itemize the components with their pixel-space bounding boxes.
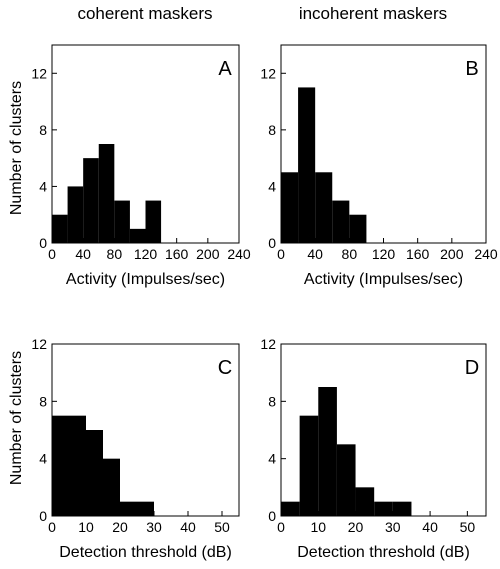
panel-d-x-axis-label: Detection threshold (dB) [297, 544, 470, 561]
panel-c-y-tick-label-0: 0 [39, 508, 47, 524]
panel-c-y-tick-label-8: 8 [39, 393, 47, 409]
panel-d-bar-20 [355, 487, 375, 516]
panel-d-x-tick-label-0: 0 [277, 519, 285, 535]
panel-c-bar-15 [103, 458, 120, 516]
panel-b-bar-40 [315, 172, 333, 243]
panel-d-letter: D [465, 357, 479, 379]
column-title-coherent: coherent maskers [77, 4, 212, 23]
panel-b-x-tick-label-160: 160 [406, 246, 430, 262]
panel-c-x-tick-label-0: 0 [48, 519, 56, 535]
y-axis-label-top: Number of clusters [8, 81, 25, 215]
panel-d-bar-10 [318, 387, 337, 516]
panel-a-y-tick-label-8: 8 [39, 122, 47, 138]
panel-c: 0 10 20 30 40 50 0 4 8 12 C Detection threshold (dB… [31, 336, 240, 561]
panel-b-bar-0 [281, 172, 299, 243]
panel-a-x-tick-label-80: 80 [107, 246, 123, 262]
panel-a-bar-100 [129, 228, 146, 243]
panel-b-x-axis-label: Activity (Impulses/sec) [304, 271, 463, 288]
panel-b-y-tick-label-12: 12 [260, 65, 276, 81]
panel-a-y-tick-label-12: 12 [31, 65, 47, 81]
panel-d-x-tick-label-30: 30 [385, 519, 401, 535]
column-title-incoherent: incoherent maskers [299, 4, 447, 23]
panel-d-bar-15 [336, 444, 356, 516]
panel-c-y-tick-label-4: 4 [39, 451, 47, 467]
panel-a-bar-0 [52, 214, 68, 243]
panel-a-bar-20 [67, 186, 84, 243]
panel-b-x-tick-label-200: 200 [440, 246, 464, 262]
panel-a-x-tick-label-240: 240 [227, 246, 251, 262]
panel-b-bar-80 [349, 214, 367, 243]
panel-b-bar-60 [332, 200, 350, 243]
panel-a-bar-40 [83, 158, 99, 243]
panel-c-x-tick-label-30: 30 [146, 519, 162, 535]
panel-a-x-tick-label-160: 160 [165, 246, 189, 262]
panel-b-letter: B [465, 58, 478, 80]
panel-b: 0 40 80 120 160 200 240 0 4 8 12 B Activity (Impulse… [260, 44, 498, 288]
panel-d-x-tick-label-20: 20 [348, 519, 364, 535]
panel-a-x-tick-label-120: 120 [134, 246, 158, 262]
panel-d-frame [280, 343, 487, 517]
panel-b-y-tick-label-8: 8 [268, 122, 276, 138]
panel-a-x-tick-label-0: 0 [48, 246, 56, 262]
panel-c-bar-10 [86, 430, 103, 516]
panel-c-y-tick-label-12: 12 [31, 336, 47, 352]
panel-a-y-tick-label-4: 4 [39, 178, 47, 194]
panel-d-y-tick-label-0: 0 [268, 508, 276, 524]
panel-a-x-tick-label-40: 40 [75, 246, 91, 262]
panel-c-x-tick-label-20: 20 [112, 519, 128, 535]
panel-a-y-tick-label-0: 0 [39, 235, 47, 251]
panel-a-bar-120 [145, 200, 162, 243]
panel-a: 0 40 80 120 160 200 240 0 4 8 12 A Activity (Impulse… [31, 44, 251, 288]
panel-d-bar-30 [392, 501, 412, 516]
panel-d-y-tick-label-4: 4 [268, 451, 276, 467]
panel-b-x-tick-label-40: 40 [307, 246, 323, 262]
panel-c-bar-25 [137, 501, 154, 516]
panel-d-y-tick-label-8: 8 [268, 393, 276, 409]
panel-b-x-tick-label-120: 120 [372, 246, 396, 262]
panel-d-y-tick-label-12: 12 [260, 336, 276, 352]
panel-b-bar-20 [298, 87, 316, 243]
panel-c-frame [51, 343, 240, 517]
panel-a-x-tick-label-200: 200 [196, 246, 220, 262]
panel-d-bar-0 [281, 501, 300, 516]
panel-b-y-tick-label-4: 4 [268, 178, 276, 194]
panel-d-x-tick-label-40: 40 [422, 519, 438, 535]
panel-c-x-tick-label-10: 10 [78, 519, 94, 535]
panel-d-bar-5 [299, 415, 319, 516]
panel-d-x-tick-label-50: 50 [460, 519, 476, 535]
panel-b-x-tick-label-80: 80 [342, 246, 358, 262]
panel-c-bar-5 [69, 415, 86, 516]
panel-b-x-tick-label-0: 0 [277, 246, 285, 262]
panel-d: 0 10 20 30 40 50 0 4 8 12 D Detection threshold (dB… [260, 336, 487, 561]
panel-c-bar-20 [120, 501, 137, 516]
panel-b-x-tick-label-240: 240 [474, 246, 498, 262]
panel-d-x-tick-label-10: 10 [310, 519, 326, 535]
panel-a-bar-60 [98, 144, 115, 243]
panel-b-y-tick-label-0: 0 [268, 235, 276, 251]
panel-c-x-axis-label: Detection threshold (dB) [59, 544, 232, 561]
panel-a-letter: A [218, 58, 232, 80]
panel-c-bar-0 [52, 415, 69, 516]
y-axis-label-bottom: Number of clusters [8, 351, 25, 485]
panel-c-letter: C [218, 357, 232, 379]
panel-c-x-tick-label-40: 40 [180, 519, 196, 535]
panel-c-x-tick-label-50: 50 [214, 519, 230, 535]
panel-a-bar-80 [114, 200, 130, 243]
panel-d-bar-25 [374, 501, 393, 516]
panel-a-x-axis-label: Activity (Impulses/sec) [66, 271, 225, 288]
